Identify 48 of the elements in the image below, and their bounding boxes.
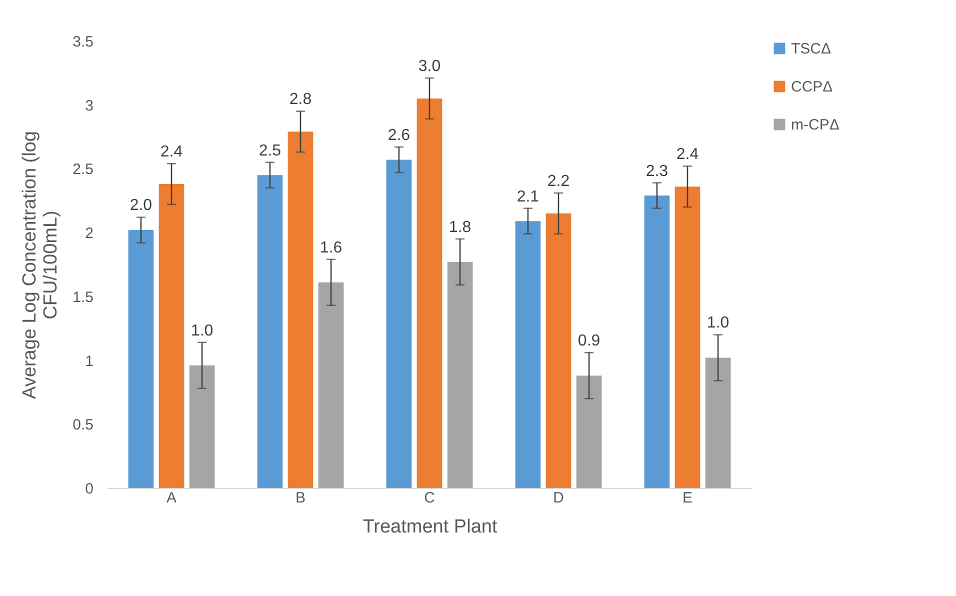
y-tick-label: 1 [85,352,94,370]
x-tick-label: E [682,490,693,506]
data-label: 2.6 [388,127,410,144]
data-label: 2.1 [516,188,540,206]
bar [128,230,154,488]
y-tick-label: 0 [85,480,94,498]
data-label: 3.0 [418,58,441,76]
data-label: 1.6 [320,239,342,256]
bar [416,98,442,488]
y-tick-label: 3 [85,97,94,114]
x-tick-label: B [295,490,306,506]
data-label: 2.8 [289,91,312,108]
bar [546,213,572,488]
data-label: 2.5 [258,142,282,160]
bar [386,160,412,488]
bar [257,175,283,488]
y-tick-label: 3.5 [72,34,94,50]
data-label: 2.2 [547,172,570,190]
data-label: 2.0 [130,197,152,214]
bar [447,262,473,488]
bar [576,376,602,488]
y-axis-title: Average Log Concentration (log CFU/100mL) [20,131,62,399]
bar [189,365,215,488]
bar [705,358,731,488]
bar [644,196,670,488]
data-label: 2.4 [160,144,183,161]
y-tick-label: 2.5 [72,161,94,178]
bar [674,186,700,488]
y-tick-label: 0.5 [72,416,94,434]
legend-label: CCPΔ [791,78,833,96]
data-label: 1.0 [706,314,730,332]
x-tick-label: C [424,490,436,506]
bar [515,221,541,488]
bar [158,184,184,488]
y-tick-label: 1.5 [72,288,94,306]
data-label: 2.4 [676,146,699,164]
legend-label: m-CPΔ [791,116,840,134]
x-tick-label: A [166,490,177,506]
y-tick-label: 2 [85,225,94,242]
x-tick-label: D [553,490,564,506]
data-label: 1.8 [448,218,472,236]
x-axis-title: Treatment Plant [362,516,498,538]
data-label: 0.9 [578,332,600,350]
legend-label: TSCΔ [791,40,832,58]
bar [288,132,314,488]
data-label: 1.0 [190,322,214,340]
data-label: 2.3 [646,162,668,180]
bar [318,282,344,488]
